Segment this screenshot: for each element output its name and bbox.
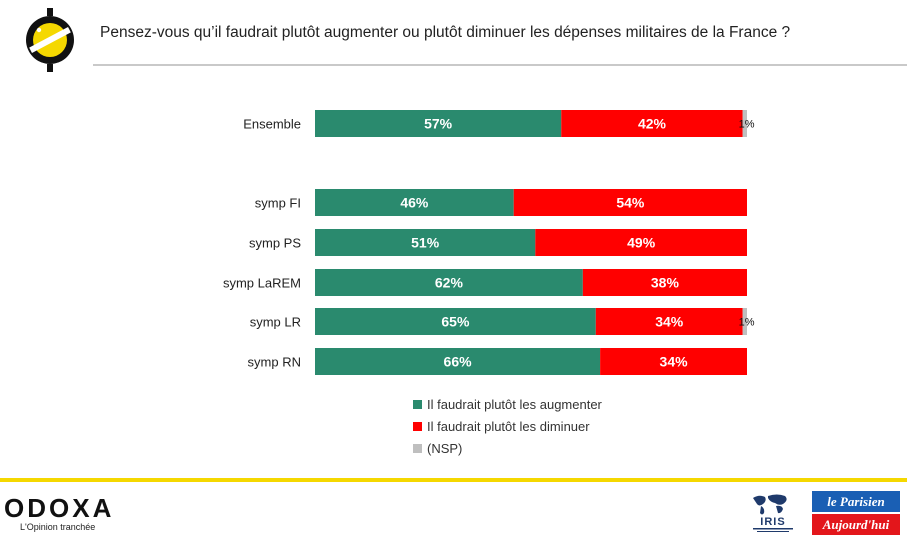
page-title: Pensez-vous qu’il faudrait plutôt augmen… (100, 24, 791, 41)
data-label-ensemble-0: 57% (424, 116, 453, 132)
bar-segment-symp-lr-1 (595, 308, 743, 335)
data-label-symp-lr-1: 34% (655, 314, 684, 330)
bar-segment-symp-larem-1 (582, 269, 747, 296)
category-label-symp-lr: symp LR (250, 315, 301, 330)
bar-segment-ensemble-1 (561, 110, 743, 137)
data-label-symp-lr-0: 65% (441, 314, 470, 330)
data-label-symp-fi-0: 46% (400, 195, 429, 211)
category-label-symp-larem: symp LaREM (223, 276, 301, 291)
bar-segment-ensemble-0 (315, 110, 562, 137)
footer-divider (0, 478, 907, 482)
title-divider (93, 64, 907, 66)
iris-logo: IRIS (753, 494, 793, 532)
bar-segment-symp-fi-1 (513, 189, 747, 216)
bar-segment-symp-ps-1 (535, 229, 747, 256)
iris-wordmark: IRIS (760, 516, 785, 528)
odoxa-wordmark: ODOXA (4, 493, 115, 523)
legend-label-nsp: (NSP) (427, 440, 463, 456)
le-parisien-wordmark: le Parisien (827, 494, 884, 509)
le-parisien-logo: le Parisien Aujourd'hui (812, 491, 900, 535)
legend-item-diminuer: Il faudrait plutôt les diminuer (413, 415, 602, 437)
category-label-symp-ps: symp PS (249, 236, 301, 251)
bar-segment-symp-lr-2 (742, 308, 747, 335)
legend-swatch-diminuer (413, 421, 422, 431)
odoxa-tagline: L'Opinion tranchée (20, 522, 96, 532)
bar-segment-symp-ps-0 (315, 229, 536, 256)
data-label-ensemble-2: 1% (739, 119, 755, 131)
data-label-symp-lr-2: 1% (739, 317, 755, 329)
bar-segment-symp-rn-0 (315, 348, 601, 375)
stacked-bar-chart: Ensemble 57% 42% 1% symp FI 46% 54% symp PS 51% 4… (223, 110, 755, 375)
legend-item-augmenter: Il faudrait plutôt les augmenter (413, 393, 602, 415)
legend-swatch-nsp (413, 443, 422, 453)
legend-swatch-augmenter (413, 399, 422, 409)
data-label-symp-rn-0: 66% (444, 354, 473, 370)
odoxa-logo: ODOXA L'Opinion tranchée (4, 494, 114, 532)
category-label-ensemble: Ensemble (243, 117, 301, 132)
bar-segment-symp-lr-0 (315, 308, 596, 335)
category-label-symp-fi: symp FI (255, 196, 301, 211)
aujourdhui-wordmark: Aujourd'hui (822, 517, 890, 532)
data-label-symp-rn-1: 34% (660, 354, 689, 370)
legend-item-nsp: (NSP) (413, 437, 602, 459)
legend-label-diminuer: Il faudrait plutôt les diminuer (427, 418, 590, 434)
data-label-symp-fi-1: 54% (616, 195, 645, 211)
legend-label-augmenter: Il faudrait plutôt les augmenter (427, 396, 602, 412)
data-label-symp-larem-0: 62% (435, 275, 464, 291)
category-label-symp-rn: symp RN (248, 355, 301, 370)
data-label-symp-ps-1: 49% (627, 235, 656, 251)
bar-segment-ensemble-2 (742, 110, 747, 137)
data-label-symp-ps-0: 51% (411, 235, 440, 251)
data-label-symp-larem-1: 38% (651, 275, 680, 291)
bar-segment-symp-rn-1 (600, 348, 747, 375)
chart-legend: Il faudrait plutôt les augmenter Il faud… (413, 393, 602, 459)
data-label-ensemble-1: 42% (638, 116, 667, 132)
bar-segment-symp-larem-0 (315, 269, 583, 296)
bar-segment-symp-fi-0 (315, 189, 514, 216)
odoxa-emblem-icon (26, 8, 74, 72)
